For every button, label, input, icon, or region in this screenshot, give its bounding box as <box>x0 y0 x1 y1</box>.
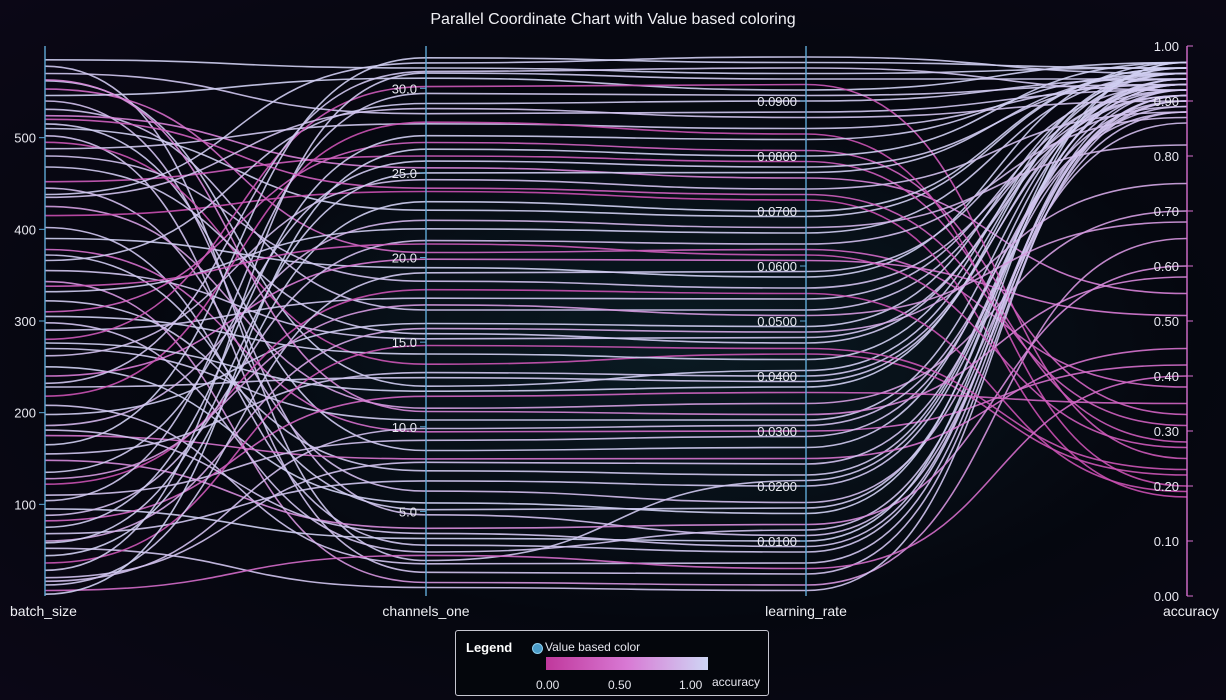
data-line <box>44 78 1188 511</box>
data-line <box>44 72 1187 572</box>
data-line <box>44 83 1188 502</box>
tick-label: 200 <box>14 406 36 421</box>
tick-label: 0.30 <box>1154 424 1179 439</box>
data-line <box>44 72 1188 416</box>
legend-color-scale <box>546 657 708 670</box>
tick-label: 0.80 <box>1154 149 1179 164</box>
data-line <box>44 116 1188 517</box>
tick-label: 0.0700 <box>757 204 797 219</box>
legend-axis-name: accuracy <box>712 675 761 689</box>
data-line <box>44 114 1188 295</box>
tick-label: 400 <box>14 222 36 237</box>
data-line <box>44 94 1188 592</box>
data-line <box>44 111 1188 357</box>
axis-label: learning_rate <box>765 603 847 619</box>
tick-label: 0.70 <box>1154 204 1179 219</box>
data-line <box>44 56 1188 446</box>
data-line <box>44 83 1188 344</box>
legend-tick-label: 0.00 <box>536 678 560 692</box>
tick-label: 10.0 <box>392 420 417 435</box>
data-line <box>44 100 1188 199</box>
data-line <box>44 67 1188 393</box>
data-line <box>44 347 1188 460</box>
data-line <box>44 61 1188 595</box>
axis-label: accuracy <box>1163 603 1219 619</box>
legend-marker-icon <box>532 643 543 654</box>
data-line <box>44 121 1188 487</box>
tick-label: 0.0500 <box>757 314 797 329</box>
legend-title: Legend <box>466 640 513 655</box>
tick-label: 1.00 <box>1154 39 1179 54</box>
axis-label: batch_size <box>10 603 77 619</box>
data-line <box>44 72 1188 388</box>
tick-label: 0.0400 <box>757 369 797 384</box>
tick-label: 15.0 <box>392 335 417 350</box>
legend-entry-label: Value based color <box>545 640 641 654</box>
data-line <box>44 83 1188 586</box>
tick-label: 30.0 <box>392 81 417 96</box>
data-line <box>44 100 1188 553</box>
data-line <box>44 79 1188 416</box>
data-line <box>44 111 1188 583</box>
chart-title: Parallel Coordinate Chart with Value bas… <box>430 11 796 28</box>
tick-label: 0.0200 <box>757 479 797 494</box>
tick-label: 0.60 <box>1154 259 1179 274</box>
legend-tick-label: 0.50 <box>608 678 632 692</box>
tick-label: 25.0 <box>392 166 417 181</box>
tick-label: 0.0800 <box>757 149 797 164</box>
data-line <box>44 59 1188 75</box>
tick-label: 0.0900 <box>757 94 797 109</box>
data-line <box>44 243 1188 449</box>
data-line <box>44 94 1188 340</box>
legend: Legend Value based color 0.00 0.50 1.00 … <box>455 630 769 696</box>
tick-label: 500 <box>14 131 36 146</box>
data-line <box>44 61 1188 278</box>
data-line <box>44 190 1188 498</box>
data-line <box>44 61 1188 515</box>
tick-label: 0.0100 <box>757 534 797 549</box>
tick-label: 5.0 <box>399 504 417 519</box>
data-line <box>44 375 1188 592</box>
data-line <box>44 237 1188 586</box>
tick-label: 0.00 <box>1154 589 1179 604</box>
tick-label: 0.20 <box>1154 479 1179 494</box>
data-line <box>44 61 1188 542</box>
data-line <box>44 265 1188 530</box>
data-line <box>44 72 1188 544</box>
tick-label: 0.10 <box>1154 534 1179 549</box>
data-line <box>44 221 1188 480</box>
data-line <box>44 89 1188 455</box>
tick-label: 300 <box>14 314 36 329</box>
tick-label: 100 <box>14 497 36 512</box>
data-line <box>44 83 1188 460</box>
data-line <box>44 94 1188 565</box>
legend-tick-label: 1.00 <box>679 678 703 692</box>
axis-label: channels_one <box>382 603 469 619</box>
data-line <box>44 344 1188 564</box>
data-line <box>44 155 1188 443</box>
data-line <box>44 118 1188 427</box>
data-line <box>44 72 1188 293</box>
tick-label: 0.40 <box>1154 369 1179 384</box>
tick-label: 0.0600 <box>757 259 797 274</box>
tick-label: 0.0300 <box>757 424 797 439</box>
data-line <box>44 100 1188 496</box>
data-line <box>44 61 1188 97</box>
tick-label: 0.90 <box>1154 94 1179 109</box>
polyline-layer <box>44 56 1188 595</box>
data-line <box>44 94 1188 548</box>
tick-label: 20.0 <box>392 251 417 266</box>
tick-label: 0.50 <box>1154 314 1179 329</box>
data-line <box>44 67 1188 385</box>
axes-layer: 100 200 300 400 500 batch_size 5.0 10.0 15.0 20.0… <box>10 39 1219 619</box>
data-line <box>44 78 1188 421</box>
